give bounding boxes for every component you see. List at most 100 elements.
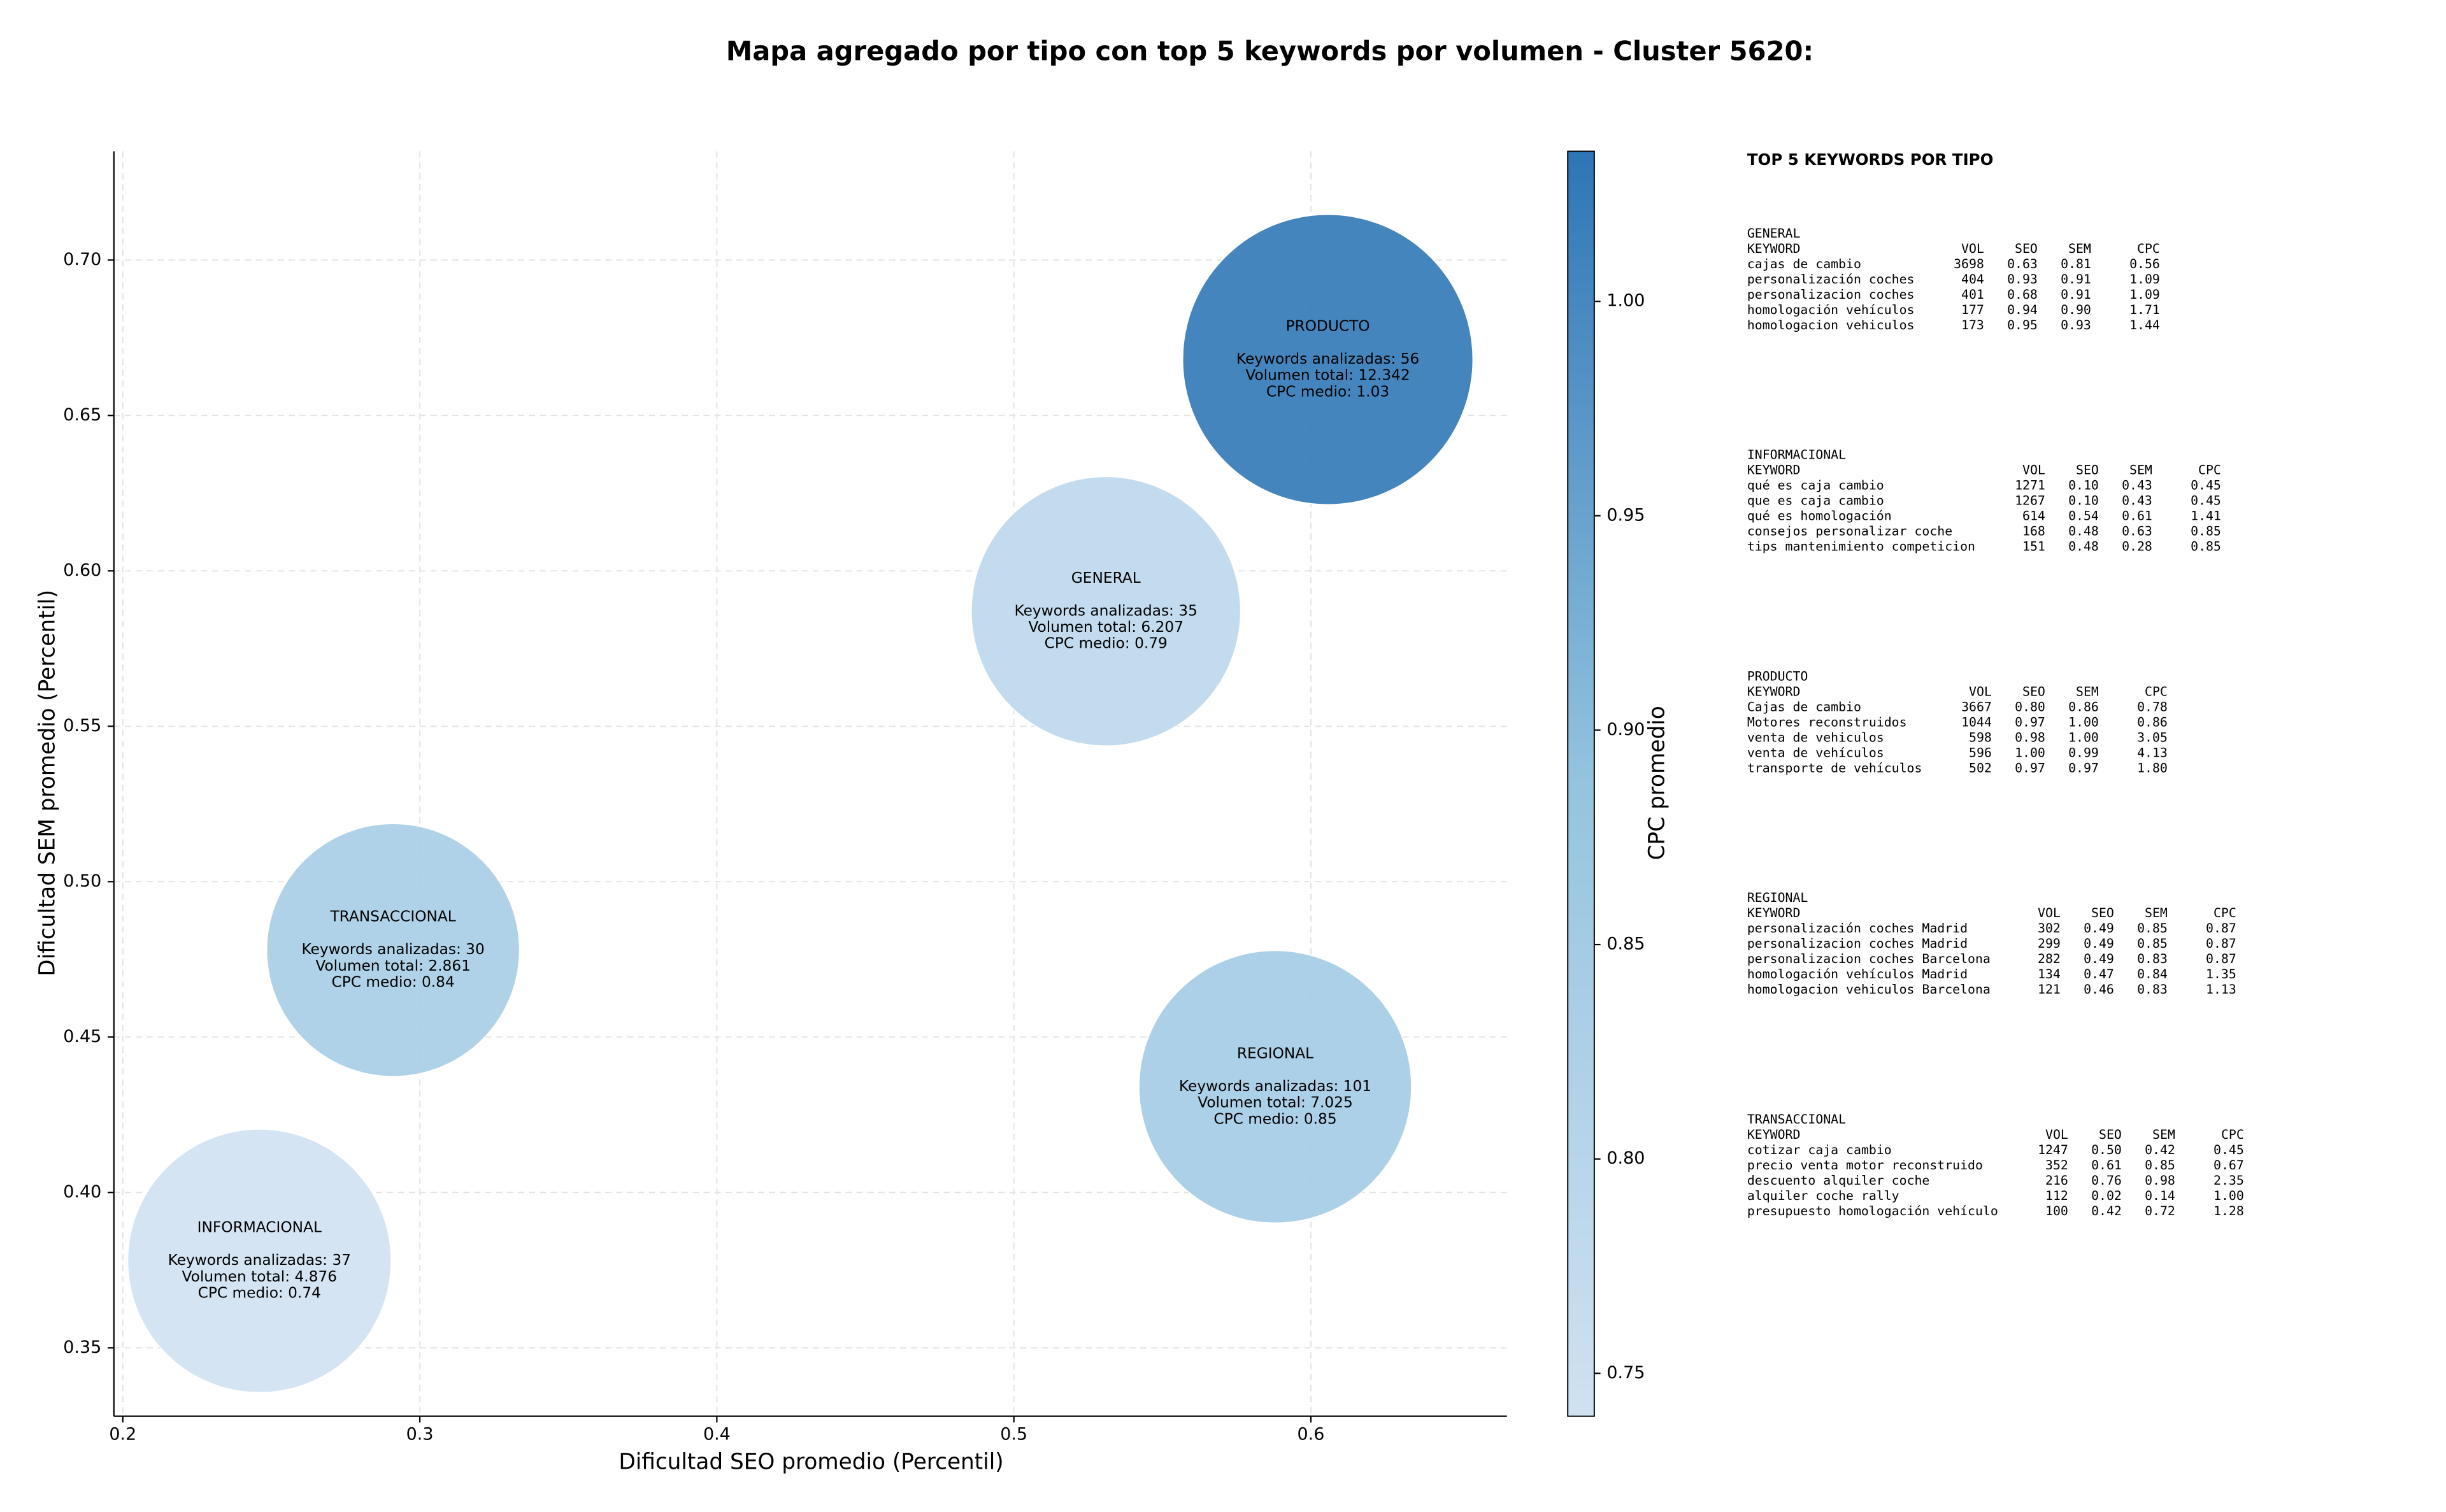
bubble-name: INFORMACIONAL [197, 1219, 322, 1236]
x-axis-label: Dificultad SEO promedio (Percentil) [619, 1450, 1003, 1475]
bubble-label: Keywords analizadas: 30 [301, 941, 484, 958]
bubble-name: TRANSACCIONAL [329, 908, 455, 925]
panel-cell: homologacion vehiculos [1747, 318, 1915, 332]
panel-header: SEM [2145, 906, 2168, 920]
panel-cell: 2.35 [2214, 1173, 2244, 1188]
panel-cell: personalizacion coches [1747, 287, 1915, 302]
bubble-label: CPC medio: 0.84 [331, 974, 454, 991]
panel-cell: 0.48 [2068, 524, 2099, 539]
panel-cell: personalización coches [1747, 272, 1915, 287]
panel-cell: 0.49 [2084, 936, 2114, 951]
panel-cell: 0.49 [2084, 921, 2114, 936]
panel-cell: 3698 [1954, 257, 1984, 271]
panel-cell: homologación vehículos [1747, 303, 1915, 317]
panel-cell: 0.85 [2137, 936, 2168, 951]
bubble-label: Keywords analizadas: 37 [168, 1252, 351, 1269]
panel-cell: 1.00 [2015, 745, 2045, 760]
panel-cell: homologación vehículos Madrid [1747, 967, 1968, 981]
panel-group-title: PRODUCTO [1747, 669, 1808, 683]
panel-cell: 0.98 [2015, 730, 2045, 745]
panel-cell: 0.02 [2091, 1188, 2122, 1203]
bubble [266, 823, 520, 1077]
panel-cell: presupuesto homologación vehículo [1747, 1204, 1998, 1218]
panel-cell: 0.50 [2091, 1143, 2122, 1157]
panel-cell: 1.28 [2214, 1204, 2244, 1218]
panel-cell: 1267 [2015, 494, 2045, 508]
panel-header: KEYWORD [1747, 684, 1801, 699]
panel-cell: personalizacion coches Barcelona [1747, 952, 1991, 966]
y-axis-label: Dificultad SEM promedio (Percentil) [34, 590, 60, 976]
bubble-name: GENERAL [1071, 569, 1141, 587]
panel-cell: personalización coches Madrid [1747, 921, 1968, 936]
y-tick-label: 0.55 [63, 716, 101, 736]
panel-header: CPC [2221, 1127, 2244, 1142]
chart-title: Mapa agregado por tipo con top 5 keyword… [726, 35, 1813, 66]
panel-header: SEM [2129, 463, 2152, 478]
panel-cell: 4.13 [2137, 745, 2168, 760]
panel-cell: 0.87 [2206, 921, 2236, 936]
panel-cell: 0.46 [2084, 982, 2114, 997]
bubble-label: Keywords analizadas: 56 [1236, 350, 1419, 367]
panel-cell: 401 [1961, 287, 1984, 302]
panel-cell: 1.80 [2137, 760, 2168, 775]
panel-cell: 0.42 [2091, 1204, 2122, 1218]
y-tick-label: 0.60 [63, 560, 101, 580]
panel-header: KEYWORD [1747, 906, 1801, 920]
panel-header: VOL [2022, 463, 2045, 478]
panel-cell: 0.84 [2137, 967, 2168, 981]
panel-cell: homologacion vehiculos Barcelona [1747, 982, 1991, 997]
x-tick-label: 0.6 [1298, 1425, 1325, 1444]
panel-cell: 0.97 [2015, 760, 2045, 775]
panel-header: VOL [2038, 906, 2061, 920]
panel-header: KEYWORD [1747, 241, 1801, 256]
panel-cell: 0.45 [2214, 1143, 2244, 1157]
bubble-label: Volumen total: 12.342 [1245, 367, 1410, 384]
panel-cell: 0.45 [2191, 478, 2221, 493]
panel-cell: personalizacion coches Madrid [1747, 936, 1968, 951]
x-tick-label: 0.4 [703, 1425, 731, 1444]
panel-cell: 282 [2038, 952, 2061, 966]
panel-cell: 1.00 [2068, 730, 2099, 745]
panel-cell: 3.05 [2137, 730, 2168, 745]
panel-cell: 0.90 [2061, 303, 2091, 317]
colorbar-tick-label: 0.95 [1606, 505, 1645, 525]
panel-cell: 1.35 [2206, 967, 2236, 981]
panel-cell: 0.83 [2137, 982, 2168, 997]
panel-cell: 0.10 [2068, 478, 2099, 493]
panel-cell: 216 [2045, 1173, 2068, 1188]
panel-cell: 173 [1961, 318, 1984, 332]
bubble-label: CPC medio: 0.79 [1045, 635, 1168, 652]
panel-cell: precio venta motor reconstruido [1747, 1158, 1983, 1173]
panel-cell: 0.91 [2061, 272, 2091, 287]
panel-header: SEO [2015, 241, 2038, 256]
panel-group-title: INFORMACIONAL [1747, 448, 1846, 462]
panel-cell: 596 [1969, 745, 1992, 760]
y-tick-label: 0.70 [63, 250, 101, 269]
panel-cell: 0.72 [2145, 1204, 2175, 1218]
panel-cell: 0.94 [2007, 303, 2038, 317]
panel-cell: qué es homologación [1747, 509, 1892, 524]
panel-cell: 0.56 [2129, 257, 2160, 271]
panel-cell: 1.00 [2214, 1188, 2244, 1203]
bubble-label: Volumen total: 4.876 [182, 1268, 338, 1285]
panel-header: SEO [2076, 463, 2099, 478]
panel-cell: Cajas de cambio [1747, 699, 1861, 714]
panel-header: CPC [2214, 906, 2236, 920]
panel-cell: 0.10 [2068, 494, 2099, 508]
panel-cell: 134 [2038, 967, 2061, 981]
panel-header: VOL [1969, 684, 1992, 699]
panel-cell: 0.85 [2191, 539, 2221, 554]
panel-cell: 0.86 [2068, 699, 2099, 714]
panel-header: SEM [2076, 684, 2099, 699]
panel-cell: 0.93 [2061, 318, 2091, 332]
panel-cell: 0.81 [2061, 257, 2091, 271]
colorbar-label: CPC promedio [1645, 706, 1670, 860]
panel-cell: 1.41 [2191, 509, 2221, 524]
panel-header: KEYWORD [1747, 1127, 1801, 1142]
panel-cell: tips mantenimiento competicion [1747, 539, 1975, 554]
panel-cell: 151 [2022, 539, 2045, 554]
panel-cell: 3667 [1961, 699, 1992, 714]
panel-cell: 1.44 [2129, 318, 2160, 332]
bubble-label: Volumen total: 6.207 [1028, 618, 1184, 636]
